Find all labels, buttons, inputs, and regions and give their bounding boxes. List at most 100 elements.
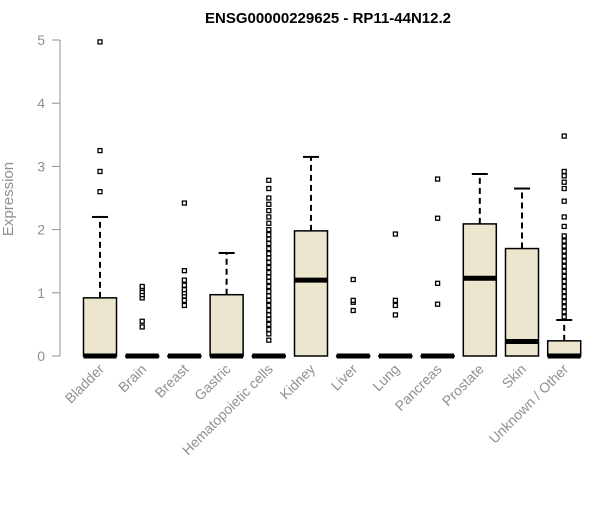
box-group-brain <box>124 283 160 359</box>
x-tick-label-prostate: Prostate <box>439 361 487 409</box>
x-tick-label-breast: Breast <box>152 361 192 401</box>
y-tick-label: 2 <box>37 222 45 238</box>
outlier-point <box>266 264 272 271</box>
outlier-point <box>266 297 272 304</box>
chart-title: ENSG00000229625 - RP11-44N12.2 <box>205 10 451 27</box>
outlier-point <box>266 274 272 280</box>
box-group-bladder <box>82 39 118 359</box>
y-axis-label: Expression <box>0 162 17 236</box>
outlier-point <box>266 214 272 220</box>
outlier-point <box>350 297 356 304</box>
outlier-point <box>266 326 272 333</box>
outlier-point <box>266 293 272 299</box>
outlier-point <box>434 215 441 221</box>
outlier-point <box>181 200 188 206</box>
outlier-point <box>350 307 356 314</box>
outlier-point <box>266 331 272 337</box>
outlier-point <box>350 276 356 283</box>
x-tick-label-pancreas: Pancreas <box>392 361 445 414</box>
box-iqr <box>293 230 329 357</box>
outlier-point <box>266 255 272 261</box>
outlier-point <box>561 288 567 295</box>
outlier-point <box>561 263 567 269</box>
box-group-pancreas <box>420 176 455 359</box>
box-iqr <box>462 223 498 357</box>
box-group-skin <box>504 187 540 357</box>
outlier-point <box>97 39 103 45</box>
outlier-point <box>139 324 145 330</box>
box-iqr <box>209 293 244 357</box>
outlier-point <box>561 179 567 185</box>
x-tick-label-bladder: Bladder <box>62 361 108 407</box>
outlier-point <box>561 278 567 285</box>
outlier-point <box>561 304 567 310</box>
outlier-point <box>561 233 567 239</box>
outlier-point <box>561 293 567 300</box>
outlier-point <box>266 302 272 309</box>
y-tick-label: 0 <box>37 348 45 364</box>
outlier-point <box>392 297 399 304</box>
outlier-point <box>181 297 188 304</box>
outlier-point <box>561 309 567 315</box>
x-tick-label-skin: Skin <box>499 361 530 392</box>
outlier-point <box>97 147 103 154</box>
outlier-point <box>561 314 567 320</box>
outlier-point <box>561 283 567 290</box>
x-tick-label-unknown-other: Unknown / Other <box>486 361 572 447</box>
outlier-point <box>181 268 188 274</box>
outlier-point <box>266 269 272 276</box>
box-group-prostate <box>462 172 498 357</box>
outlier-point <box>266 283 272 290</box>
x-tick-label-lung: Lung <box>369 361 402 394</box>
outlier-point <box>266 307 272 314</box>
outlier-point <box>561 243 567 249</box>
outlier-point <box>434 176 441 182</box>
outlier-point <box>561 248 567 254</box>
outlier-point <box>266 337 272 343</box>
outlier-point <box>266 240 272 247</box>
outlier-point <box>266 321 272 328</box>
y-tick-label: 3 <box>37 158 45 174</box>
outlier-point <box>434 301 441 307</box>
outlier-point <box>266 259 272 266</box>
outlier-point <box>434 280 441 286</box>
outlier-point <box>561 168 567 175</box>
outlier-point <box>266 245 272 252</box>
outlier-point <box>266 226 272 233</box>
outlier-point <box>266 220 272 226</box>
outlier-point <box>561 133 567 139</box>
box-group-gastric <box>209 251 244 359</box>
outlier-point <box>266 278 272 285</box>
outlier-point <box>392 312 399 318</box>
outlier-point <box>97 168 103 175</box>
box-series <box>82 39 582 359</box>
x-tick-label-kidney: Kidney <box>277 361 319 403</box>
y-axis-ticks: 0 1 2 3 4 5 <box>37 32 60 364</box>
outlier-point <box>561 253 567 259</box>
outlier-point <box>266 201 272 207</box>
outlier-point <box>181 282 188 288</box>
box-group-kidney <box>293 155 329 357</box>
box-group-liver <box>335 276 371 359</box>
outlier-point <box>181 277 188 283</box>
outlier-point <box>266 185 272 192</box>
outlier-point <box>561 238 567 244</box>
outlier-point <box>266 232 272 238</box>
y-tick-label: 1 <box>37 285 45 301</box>
box-group-hematopoietic-cells <box>251 177 287 359</box>
outlier-point <box>561 173 567 179</box>
outlier-point <box>561 268 567 274</box>
outlier-point <box>266 177 272 183</box>
y-tick-label: 5 <box>37 32 45 48</box>
outlier-point <box>266 207 272 214</box>
outlier-point <box>561 223 567 230</box>
outlier-point <box>266 312 272 318</box>
box-iqr <box>504 247 540 357</box>
box-group-breast <box>167 200 202 359</box>
box-group-unknown-other <box>546 133 582 359</box>
box-iqr <box>82 297 118 357</box>
outlier-point <box>266 195 272 201</box>
